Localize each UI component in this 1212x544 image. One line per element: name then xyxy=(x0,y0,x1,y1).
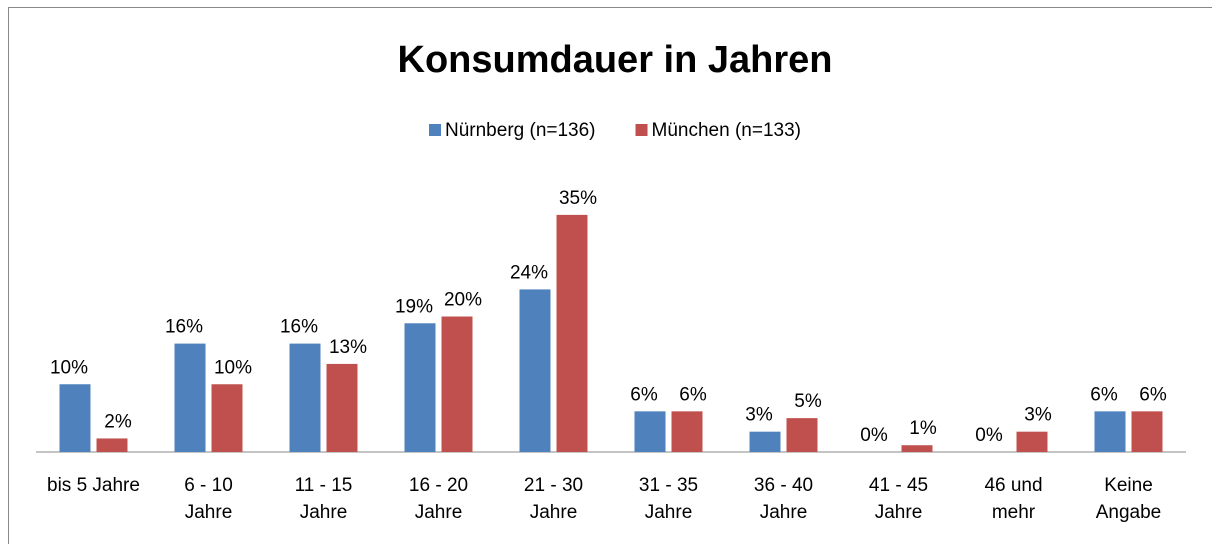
x-tick-label: 11 - 15 Jahre xyxy=(294,475,353,523)
data-label: 24% xyxy=(510,262,548,283)
x-tick-label: 36 - 40 Jahre xyxy=(753,475,814,523)
bar xyxy=(1131,411,1163,452)
data-label: 0% xyxy=(860,425,888,446)
data-label: 10% xyxy=(214,357,252,378)
data-label: 6% xyxy=(1139,384,1167,405)
data-label: 20% xyxy=(444,290,482,311)
bar xyxy=(326,363,358,452)
data-label: 6% xyxy=(630,384,658,405)
x-tick-label: Keine Angabe xyxy=(1095,475,1162,523)
data-label: 13% xyxy=(329,337,367,358)
data-label: 16% xyxy=(165,317,203,338)
legend-label: Nürnberg (n=136) xyxy=(445,120,596,141)
data-label: 5% xyxy=(794,391,822,412)
bar xyxy=(1094,411,1126,452)
bar xyxy=(211,384,243,452)
bar xyxy=(404,323,436,452)
data-label: 19% xyxy=(395,296,433,317)
data-label: 35% xyxy=(559,188,597,209)
bar xyxy=(556,214,588,452)
x-tick-label: 6 - 10 Jahre xyxy=(184,475,233,523)
x-tick-label: 21 - 30 Jahre xyxy=(523,475,584,523)
data-label: 6% xyxy=(1090,384,1118,405)
bar xyxy=(901,445,933,452)
data-label: 0% xyxy=(975,425,1003,446)
bar xyxy=(671,411,703,452)
bar xyxy=(1016,431,1048,452)
legend-swatch xyxy=(635,124,648,136)
chart-title: Konsumdauer in Jahren xyxy=(398,39,833,81)
bar xyxy=(441,316,473,452)
x-tick-label: 46 und mehr xyxy=(984,475,1043,523)
bar xyxy=(634,411,666,452)
x-tick-label: bis 5 Jahre xyxy=(47,475,140,496)
data-label: 3% xyxy=(1024,405,1052,426)
bar xyxy=(59,384,91,452)
data-label: 6% xyxy=(679,384,707,405)
x-tick-label: 16 - 20 Jahre xyxy=(408,475,469,523)
data-label: 3% xyxy=(745,405,773,426)
bar xyxy=(519,289,551,452)
bar xyxy=(96,438,128,452)
chart-frame xyxy=(8,7,1212,544)
data-label: 10% xyxy=(50,357,88,378)
bar xyxy=(749,431,781,452)
bar xyxy=(786,418,818,452)
x-tick-label: 41 - 45 Jahre xyxy=(868,475,929,523)
data-label: 2% xyxy=(104,411,132,432)
data-label: 1% xyxy=(909,418,937,439)
bar xyxy=(174,343,206,452)
x-tick-label: 31 - 35 Jahre xyxy=(638,475,699,523)
legend-swatch xyxy=(429,124,442,136)
legend-label: München (n=133) xyxy=(652,120,801,141)
data-label: 16% xyxy=(280,317,318,338)
bar xyxy=(289,343,321,452)
